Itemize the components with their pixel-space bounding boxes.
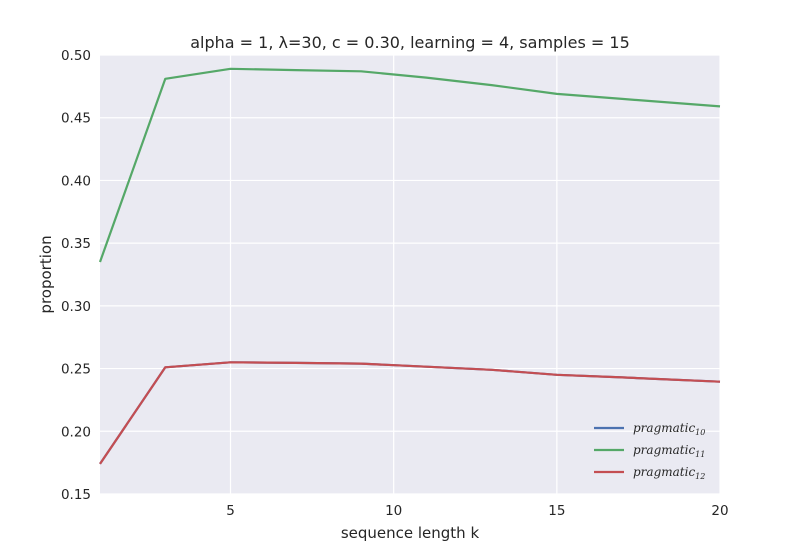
y-tick-label: 0.30 xyxy=(61,299,91,315)
legend-entry-pragmatic-10: pragmatic10 xyxy=(594,421,705,437)
legend-label: pragmatic12 xyxy=(633,465,705,481)
x-tick-label: 15 xyxy=(548,503,565,519)
y-tick-label: 0.50 xyxy=(61,48,91,64)
series-line-pragmatic-11 xyxy=(98,67,721,263)
plot-area xyxy=(100,55,720,494)
legend-label: pragmatic11 xyxy=(633,443,705,459)
series-line-pragmatic-12 xyxy=(99,361,721,465)
legend-entry-pragmatic-12: pragmatic12 xyxy=(594,465,705,481)
x-tick-label: 20 xyxy=(711,503,728,519)
y-axis-label: proportion xyxy=(37,235,55,313)
x-tick-labels: 5 10 15 20 xyxy=(226,503,728,519)
x-tick-label: 10 xyxy=(385,503,402,519)
y-tick-label: 0.25 xyxy=(61,362,91,378)
x-tick-label: 5 xyxy=(226,503,235,519)
y-tick-label: 0.45 xyxy=(61,111,91,127)
y-tick-label: 0.35 xyxy=(61,236,91,252)
grid-lines xyxy=(100,54,721,495)
y-tick-label: 0.20 xyxy=(61,424,91,440)
x-axis-label: sequence length k xyxy=(341,524,480,542)
y-tick-labels: 0.15 0.20 0.25 0.30 0.35 0.40 0.45 0.50 xyxy=(61,48,91,503)
chart-title: alpha = 1, λ=30, c = 0.30, learning = 4,… xyxy=(190,33,630,52)
y-tick-label: 0.15 xyxy=(61,487,91,503)
legend-label: pragmatic10 xyxy=(633,421,705,437)
y-tick-label: 0.40 xyxy=(61,173,91,189)
series-lines xyxy=(98,67,721,465)
legend-entry-pragmatic-11: pragmatic11 xyxy=(594,443,705,459)
legend: pragmatic10 pragmatic11 pragmatic12 xyxy=(594,421,705,481)
